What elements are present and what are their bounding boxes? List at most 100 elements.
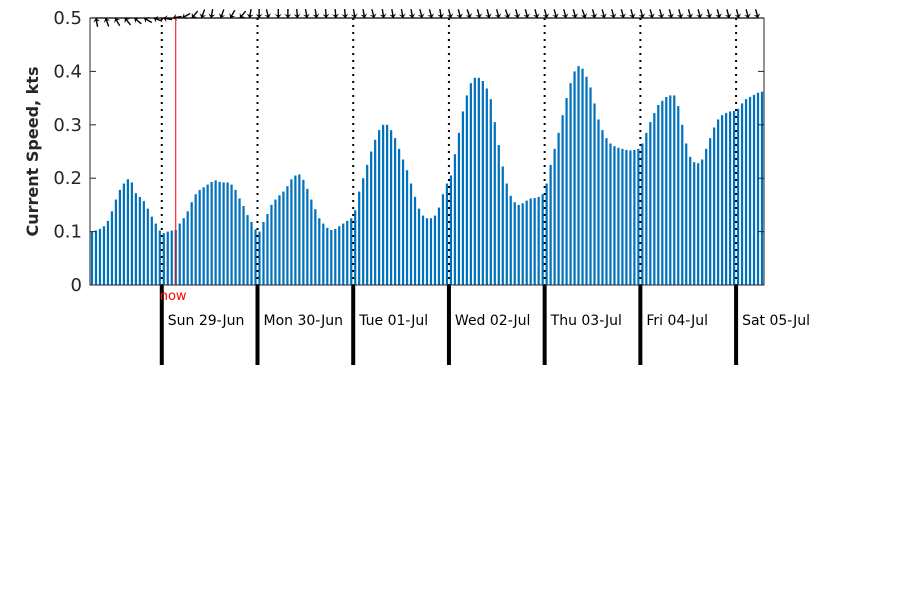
direction-arrow-icon bbox=[124, 17, 132, 26]
bar bbox=[489, 99, 492, 285]
arrow-head bbox=[590, 13, 598, 18]
bar bbox=[393, 138, 397, 285]
bar bbox=[756, 92, 760, 285]
bar bbox=[250, 221, 253, 285]
direction-arrow-icon bbox=[743, 9, 751, 19]
bar bbox=[354, 210, 357, 285]
arrow-head bbox=[523, 13, 531, 18]
bar bbox=[106, 220, 110, 285]
direction-arrow-icon bbox=[218, 9, 226, 19]
bar bbox=[533, 197, 536, 285]
direction-arrow-icon bbox=[590, 9, 598, 19]
bar bbox=[461, 111, 465, 285]
arrow-head bbox=[293, 13, 301, 18]
bar bbox=[234, 189, 237, 285]
bar bbox=[740, 103, 744, 285]
bar bbox=[318, 218, 321, 285]
bar bbox=[537, 196, 540, 285]
bar bbox=[477, 77, 480, 285]
arrow-head bbox=[734, 13, 742, 18]
direction-arrow-icon bbox=[561, 9, 569, 19]
bar bbox=[242, 205, 245, 285]
bar bbox=[421, 215, 425, 285]
bar bbox=[158, 230, 161, 285]
arrow-head bbox=[532, 13, 540, 18]
y-tick-label: 0.1 bbox=[53, 222, 82, 243]
bar bbox=[274, 199, 277, 285]
bar bbox=[178, 223, 181, 285]
bar bbox=[258, 231, 261, 285]
bar bbox=[122, 183, 126, 285]
arrow-head bbox=[446, 13, 454, 18]
bar bbox=[717, 119, 720, 286]
arrow-head bbox=[427, 13, 435, 18]
direction-arrow-icon bbox=[513, 9, 521, 19]
direction-arrow-icon bbox=[638, 9, 646, 19]
bar bbox=[182, 218, 185, 285]
bar bbox=[457, 132, 461, 285]
bar bbox=[166, 231, 169, 285]
direction-arrow-icon bbox=[408, 9, 416, 19]
bar bbox=[744, 99, 748, 285]
direction-arrow-icon bbox=[648, 9, 655, 19]
direction-arrow-icon bbox=[552, 9, 559, 19]
arrow-head bbox=[144, 16, 150, 24]
arrow-head bbox=[93, 18, 101, 23]
direction-arrow-icon bbox=[427, 9, 435, 19]
bar bbox=[721, 115, 724, 285]
direction-arrow-icon bbox=[686, 9, 694, 19]
bar bbox=[146, 208, 149, 285]
direction-arrow-icon bbox=[676, 9, 684, 19]
bar bbox=[425, 218, 429, 285]
bar bbox=[661, 100, 664, 286]
bar bbox=[230, 184, 233, 285]
arrow-head bbox=[360, 13, 368, 18]
bar bbox=[110, 211, 114, 285]
bar bbox=[541, 194, 544, 285]
arrow-head bbox=[638, 13, 646, 18]
bar bbox=[306, 188, 309, 285]
direction-arrow-icon bbox=[753, 9, 761, 19]
bar bbox=[98, 228, 102, 285]
bar bbox=[362, 178, 365, 285]
bar bbox=[697, 163, 700, 285]
bar bbox=[218, 181, 221, 285]
bar bbox=[469, 83, 472, 286]
bar bbox=[713, 127, 716, 285]
bar bbox=[246, 215, 249, 285]
direction-arrow-icon bbox=[609, 9, 617, 19]
bar bbox=[505, 183, 508, 285]
direction-arrow-icon bbox=[734, 9, 742, 19]
bar bbox=[728, 111, 732, 285]
direction-arrow-icon bbox=[494, 9, 502, 19]
bar bbox=[513, 202, 516, 285]
bar bbox=[270, 204, 273, 285]
direction-arrow-icon bbox=[484, 9, 492, 19]
bar bbox=[465, 95, 468, 286]
bar bbox=[760, 91, 764, 285]
arrow-head bbox=[542, 13, 550, 18]
arrow-head bbox=[191, 12, 198, 18]
bar bbox=[445, 183, 449, 285]
arrow-head bbox=[103, 18, 111, 23]
bar bbox=[633, 149, 636, 285]
arrow-head bbox=[264, 13, 272, 18]
bar bbox=[497, 145, 500, 285]
bar bbox=[397, 148, 401, 285]
bar bbox=[413, 196, 417, 285]
bar bbox=[266, 213, 269, 285]
bar bbox=[389, 130, 393, 285]
bar bbox=[386, 124, 389, 285]
direction-arrow-icon bbox=[172, 13, 182, 21]
bar bbox=[294, 175, 297, 285]
direction-arrow-icon bbox=[302, 9, 310, 19]
arrow-head bbox=[561, 13, 569, 18]
bar bbox=[102, 226, 106, 285]
bar bbox=[665, 97, 668, 285]
bar bbox=[134, 193, 137, 285]
bar bbox=[302, 179, 305, 285]
bar bbox=[557, 132, 560, 285]
direction-arrow-icon bbox=[580, 9, 588, 19]
bar bbox=[549, 164, 552, 285]
bar bbox=[453, 154, 457, 285]
